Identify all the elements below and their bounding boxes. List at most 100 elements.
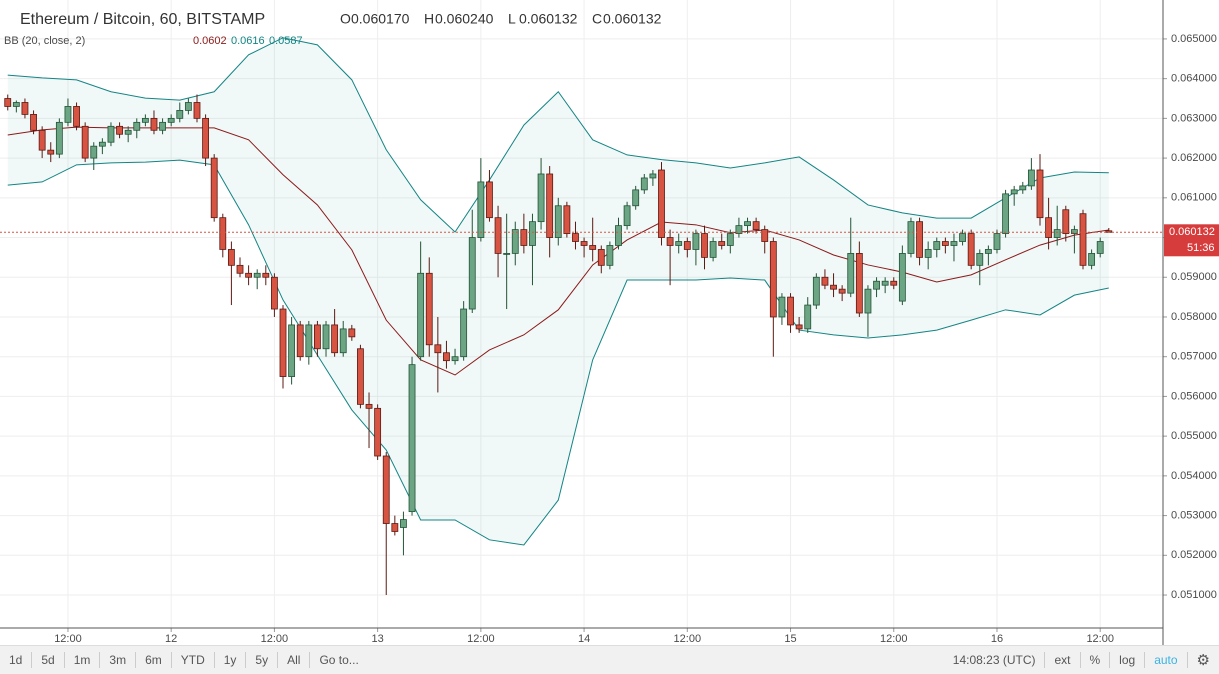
toolbar-button[interactable]: 1d [9, 653, 23, 667]
candle-body [279, 308, 287, 377]
separator [170, 652, 172, 668]
candle-body [331, 324, 339, 354]
toolbar-button[interactable]: 5y [255, 653, 269, 667]
candle-body [1019, 185, 1027, 191]
candle-body [503, 253, 511, 255]
candle-body [468, 237, 476, 310]
ohlc-value: 0.060170 [351, 11, 410, 27]
candle-body [339, 328, 347, 354]
candle-body [511, 229, 519, 254]
toolbar-button[interactable]: ext [1054, 653, 1071, 667]
x-tick-label: 12:00 [880, 633, 908, 645]
candle-body [718, 241, 726, 246]
toolbar-button[interactable]: auto [1154, 653, 1178, 667]
candle-body [537, 173, 545, 223]
candle-body [580, 241, 588, 246]
candle-body [761, 229, 769, 242]
toolbar-button[interactable]: log [1119, 653, 1136, 667]
candle-body [554, 205, 562, 238]
candle-body [253, 272, 261, 278]
candle-body [64, 106, 72, 123]
candle-body [640, 177, 648, 191]
toolbar-button[interactable]: All [287, 653, 301, 667]
candle-body [1062, 209, 1070, 234]
candle-body [864, 288, 872, 314]
candle-body [270, 276, 278, 310]
candle-body [1088, 253, 1096, 266]
toolbar-button[interactable]: 1m [73, 653, 91, 667]
chart: Ethereum / Bitcoin, 60, BITSTAMP BB (20,… [0, 0, 1219, 645]
ohlc-key: L [508, 11, 516, 27]
band-upper [7, 37, 1109, 233]
candle-body [391, 523, 399, 532]
candle-body [236, 264, 244, 274]
indicator-value: 0.0616 [231, 35, 265, 47]
candle-body [916, 221, 923, 258]
candle-body [184, 102, 192, 111]
separator [1144, 652, 1146, 668]
candle-body [907, 221, 915, 254]
candle-body [898, 253, 906, 302]
candle-body [382, 455, 390, 524]
candle-body [90, 145, 98, 159]
candle-body [769, 241, 777, 318]
ohlc-value: 0.060132 [603, 11, 662, 27]
separator [245, 652, 247, 668]
candle-body [219, 217, 227, 250]
candle-body [1036, 169, 1044, 219]
x-tick-label: 15 [784, 633, 796, 645]
candle-body [804, 304, 812, 330]
separator [1079, 652, 1081, 668]
x-tick-label: 16 [991, 633, 1003, 645]
toolbar-button[interactable]: YTD [180, 653, 205, 667]
toolbar-button[interactable]: Go to... [319, 653, 359, 667]
settings-icon[interactable]: ⚙ [1196, 652, 1210, 669]
ohlc-value: 0.060240 [435, 11, 494, 27]
indicator-label[interactable]: BB (20, close, 2) [4, 35, 85, 47]
candle-body [1053, 229, 1061, 238]
candle-body [812, 276, 820, 306]
candle-body [202, 117, 210, 159]
candle-body [529, 221, 536, 246]
x-tick-label: 12:00 [1086, 633, 1114, 645]
candle-body [4, 98, 12, 107]
toolbar-button[interactable]: 1y [223, 653, 237, 667]
candle-body [30, 113, 37, 131]
y-tick-label: 0.063000 [1171, 112, 1217, 124]
symbol-title[interactable]: Ethereum / Bitcoin, 60, BITSTAMP [20, 11, 265, 28]
toolbar-button[interactable]: % [1089, 653, 1101, 667]
candle-body [417, 272, 425, 358]
toolbar-button[interactable]: 5d [41, 653, 55, 667]
candle-body [227, 249, 235, 266]
candle-body [589, 245, 597, 250]
candle-body [425, 272, 433, 346]
candle-body [632, 189, 640, 207]
candle-body [752, 221, 760, 230]
separator [309, 652, 311, 668]
y-tick-label: 0.058000 [1171, 311, 1217, 323]
separator [63, 652, 65, 668]
x-tick-label: 14 [578, 633, 590, 645]
toolbar-button[interactable]: 3m [109, 653, 127, 667]
candle-body [73, 106, 80, 127]
band-middle [7, 126, 1109, 376]
toolbar-button[interactable]: 6m [145, 653, 162, 667]
candle-body [666, 237, 674, 246]
candle-body [976, 253, 984, 266]
toolbar-right: 14:08:23 (UTC) ext% log auto ⚙ [944, 651, 1219, 669]
separator [1109, 652, 1111, 668]
candle-body [881, 280, 889, 286]
x-tick-label: 12:00 [54, 633, 82, 645]
candle-body [408, 364, 416, 513]
candle-body [606, 245, 614, 266]
candle-body [193, 102, 201, 119]
candle-body [150, 117, 158, 131]
separator [1044, 652, 1046, 668]
candle-body [572, 233, 579, 242]
ohlc-key: H [424, 11, 434, 27]
y-tick-label: 0.057000 [1171, 351, 1217, 363]
x-tick-label: 12:00 [467, 633, 495, 645]
candle-body [959, 233, 966, 242]
plot-layer [0, 0, 1163, 628]
